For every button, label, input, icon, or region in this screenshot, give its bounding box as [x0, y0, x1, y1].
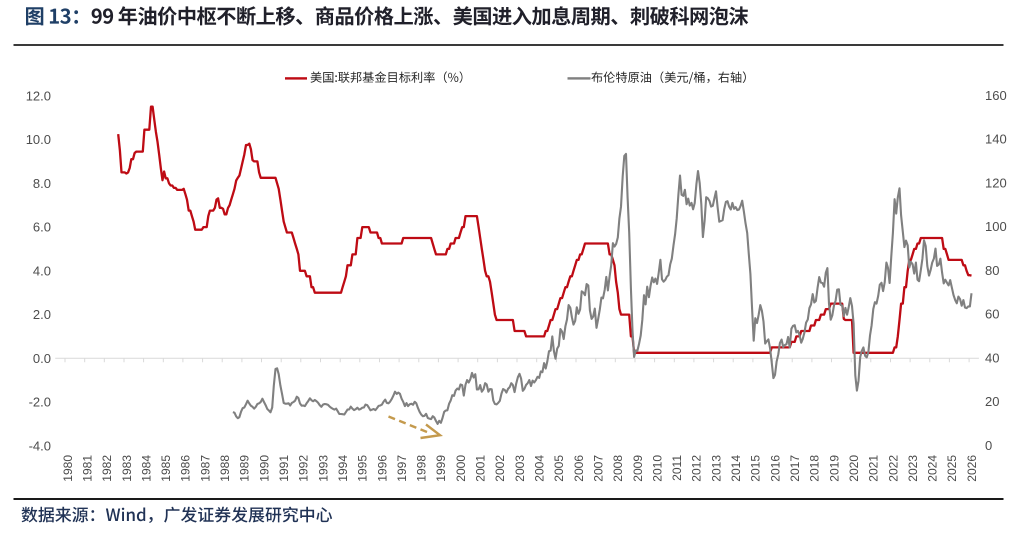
svg-text:6.0: 6.0: [33, 220, 51, 235]
svg-text:1984: 1984: [139, 455, 153, 482]
svg-text:4.0: 4.0: [33, 263, 51, 278]
svg-text:2005: 2005: [552, 455, 566, 482]
svg-text:2021: 2021: [867, 455, 881, 482]
svg-text:1987: 1987: [198, 455, 212, 482]
svg-text:1996: 1996: [375, 455, 389, 482]
svg-text:2017: 2017: [788, 455, 802, 482]
svg-text:1989: 1989: [238, 455, 252, 482]
svg-text:-2.0: -2.0: [29, 395, 51, 410]
svg-text:160: 160: [985, 88, 1007, 103]
svg-text:100: 100: [985, 219, 1007, 234]
svg-text:40: 40: [985, 350, 999, 365]
svg-text:2001: 2001: [474, 455, 488, 482]
svg-text:2012: 2012: [690, 455, 704, 482]
svg-text:1988: 1988: [218, 455, 232, 482]
svg-text:2013: 2013: [709, 455, 723, 482]
svg-text:1980: 1980: [61, 455, 75, 482]
svg-text:1993: 1993: [316, 455, 330, 482]
svg-text:10.0: 10.0: [26, 132, 51, 147]
svg-text:2024: 2024: [926, 455, 940, 482]
svg-text:2020: 2020: [847, 455, 861, 482]
svg-text:1992: 1992: [297, 455, 311, 482]
svg-text:1982: 1982: [100, 455, 114, 482]
svg-text:120: 120: [985, 175, 1007, 190]
svg-text:2025: 2025: [945, 455, 959, 482]
svg-text:80: 80: [985, 263, 999, 278]
svg-text:1999: 1999: [434, 455, 448, 482]
svg-text:2022: 2022: [886, 455, 900, 482]
svg-text:2007: 2007: [592, 455, 606, 482]
svg-text:1983: 1983: [120, 455, 134, 482]
svg-text:2008: 2008: [611, 455, 625, 482]
svg-text:0: 0: [985, 438, 992, 453]
svg-text:1981: 1981: [81, 455, 95, 482]
svg-text:1997: 1997: [395, 455, 409, 482]
svg-text:2016: 2016: [768, 455, 782, 482]
svg-text:1990: 1990: [257, 455, 271, 482]
svg-text:12.0: 12.0: [26, 88, 51, 103]
svg-text:1998: 1998: [415, 455, 429, 482]
svg-text:2015: 2015: [749, 455, 763, 482]
svg-text:1995: 1995: [356, 455, 370, 482]
svg-text:2019: 2019: [827, 455, 841, 482]
svg-text:2011: 2011: [670, 455, 684, 481]
svg-text:2014: 2014: [729, 455, 743, 482]
svg-text:2009: 2009: [631, 455, 645, 482]
svg-text:60: 60: [985, 307, 999, 322]
svg-text:1991: 1991: [277, 455, 291, 482]
svg-text:2000: 2000: [454, 455, 468, 482]
svg-text:0.0: 0.0: [33, 351, 51, 366]
svg-text:1985: 1985: [159, 455, 173, 482]
svg-text:1986: 1986: [179, 455, 193, 482]
svg-text:2003: 2003: [513, 455, 527, 482]
svg-text:2002: 2002: [493, 455, 507, 482]
svg-text:20: 20: [985, 394, 999, 409]
svg-text:2023: 2023: [906, 455, 920, 482]
svg-text:2018: 2018: [808, 455, 822, 482]
svg-text:8.0: 8.0: [33, 176, 51, 191]
svg-text:2026: 2026: [965, 455, 979, 482]
svg-text:1994: 1994: [336, 455, 350, 482]
svg-text:2006: 2006: [572, 455, 586, 482]
svg-text:2.0: 2.0: [33, 307, 51, 322]
svg-text:2010: 2010: [650, 455, 664, 482]
svg-text:-4.0: -4.0: [29, 438, 51, 453]
svg-text:2004: 2004: [533, 455, 547, 482]
svg-text:140: 140: [985, 132, 1007, 147]
